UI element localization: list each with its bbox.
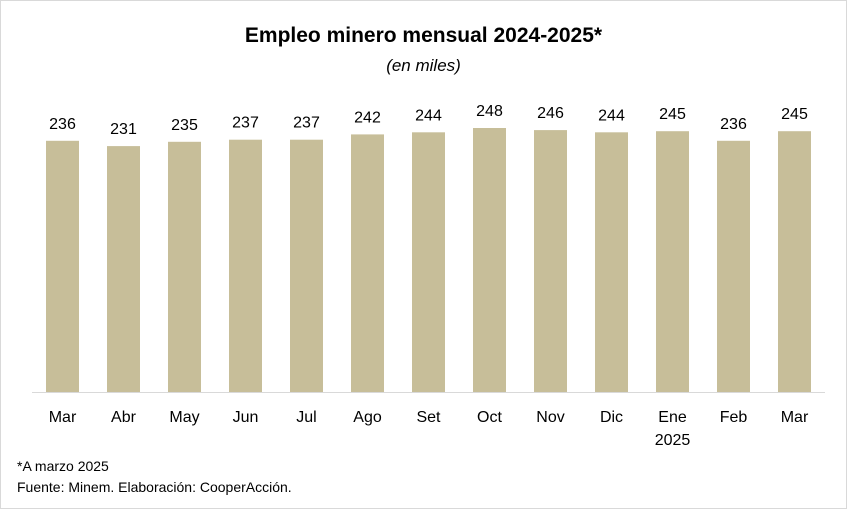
data-label: 236 [720, 116, 747, 133]
data-label: 235 [171, 117, 198, 134]
data-label: 246 [537, 105, 564, 122]
data-label: 237 [293, 115, 320, 132]
bar [656, 131, 689, 392]
x-tick-label: 2025 [655, 432, 691, 449]
x-tick-label: Mar [49, 409, 77, 426]
data-label: 245 [781, 106, 808, 123]
chart-title: Empleo minero mensual 2024-2025* [244, 24, 603, 47]
x-tick-label: Set [416, 409, 441, 426]
bar [290, 139, 323, 392]
bar [107, 146, 140, 392]
x-tick-label: Jul [296, 409, 316, 426]
bar [168, 141, 201, 392]
x-tick-label: Nov [536, 409, 564, 426]
data-label: 244 [415, 107, 442, 124]
chart-subtitle: (en miles) [386, 56, 461, 75]
bar [46, 140, 79, 392]
x-tick-label: Abr [111, 409, 137, 426]
bar [534, 130, 567, 392]
bar [595, 132, 628, 393]
x-tick-label: Jun [233, 409, 259, 426]
data-label: 231 [110, 121, 137, 138]
x-tick-label: Dic [600, 409, 623, 426]
bar [473, 128, 506, 392]
data-label: 236 [49, 116, 76, 133]
bar [778, 131, 811, 392]
bar [229, 139, 262, 392]
x-tick-label: Mar [781, 409, 809, 426]
source-note: Fuente: Minem. Elaboración: CooperAcción… [17, 479, 292, 495]
x-tick-label: Ago [353, 409, 382, 426]
bar [717, 140, 750, 392]
x-tick-label: Ene [658, 409, 687, 426]
footnote: *A marzo 2025 [17, 458, 109, 474]
data-label: 237 [232, 115, 259, 132]
bar [412, 132, 445, 393]
data-label: 244 [598, 107, 625, 124]
x-tick-label: Feb [720, 409, 748, 426]
data-label: 245 [659, 106, 686, 123]
data-label: 248 [476, 103, 503, 120]
data-label: 242 [354, 109, 381, 126]
x-tick-label: May [169, 409, 199, 426]
bar [351, 134, 384, 392]
x-tick-label: Oct [477, 409, 502, 426]
